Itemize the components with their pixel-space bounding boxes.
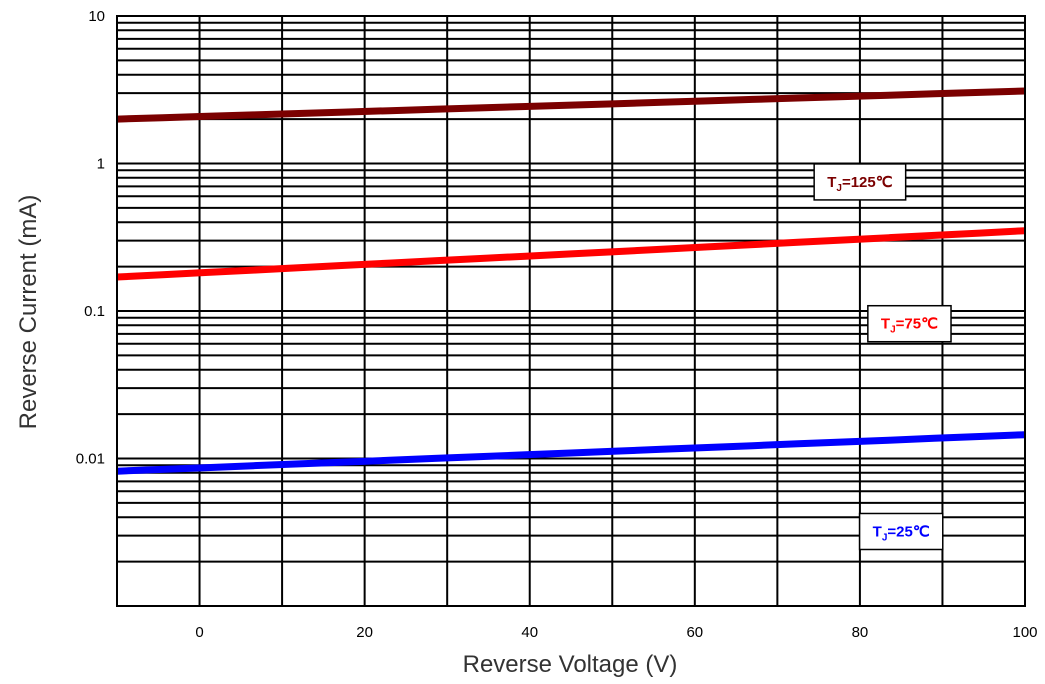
y-tick-label: 10 (88, 8, 105, 25)
x-tick-label: 0 (195, 624, 203, 641)
series-lines (116, 87, 1026, 475)
series-label-0: TJ=125℃ (813, 163, 907, 201)
y-axis-label: Reverse Current (mA) (15, 195, 42, 430)
plot-frame (116, 15, 1026, 607)
series-label-1: TJ=75℃ (867, 304, 952, 343)
x-tick-label: 80 (852, 624, 869, 641)
x-tick-label: 100 (1012, 624, 1037, 641)
series-label-text: TJ=75℃ (881, 316, 938, 336)
x-tick-labels: 0 20 40 60 80 100 (195, 624, 1037, 641)
series-line-2 (116, 431, 1026, 475)
y-tick-label: 0.01 (76, 451, 105, 468)
series-line-0 (116, 87, 1026, 123)
x-tick-label: 40 (521, 624, 538, 641)
series-label-box (858, 512, 944, 551)
series-label-text: TJ=25℃ (873, 523, 930, 543)
series-label-box (813, 163, 907, 201)
x-axis-label: Reverse Voltage (V) (463, 651, 678, 678)
series-label-2: TJ=25℃ (858, 512, 944, 551)
series-labels: TJ=125℃ TJ=75℃ TJ=25℃ (813, 163, 952, 551)
series-label-box (867, 304, 952, 343)
x-tick-label: 20 (356, 624, 373, 641)
x-tick-label: 60 (686, 624, 703, 641)
series-label-text: TJ=125℃ (827, 174, 893, 194)
y-tick-label: 0.1 (84, 303, 105, 320)
series-line-1 (116, 227, 1026, 281)
y-tick-labels: 10 1 0.1 0.01 (76, 8, 105, 468)
y-tick-label: 1 (97, 156, 105, 173)
